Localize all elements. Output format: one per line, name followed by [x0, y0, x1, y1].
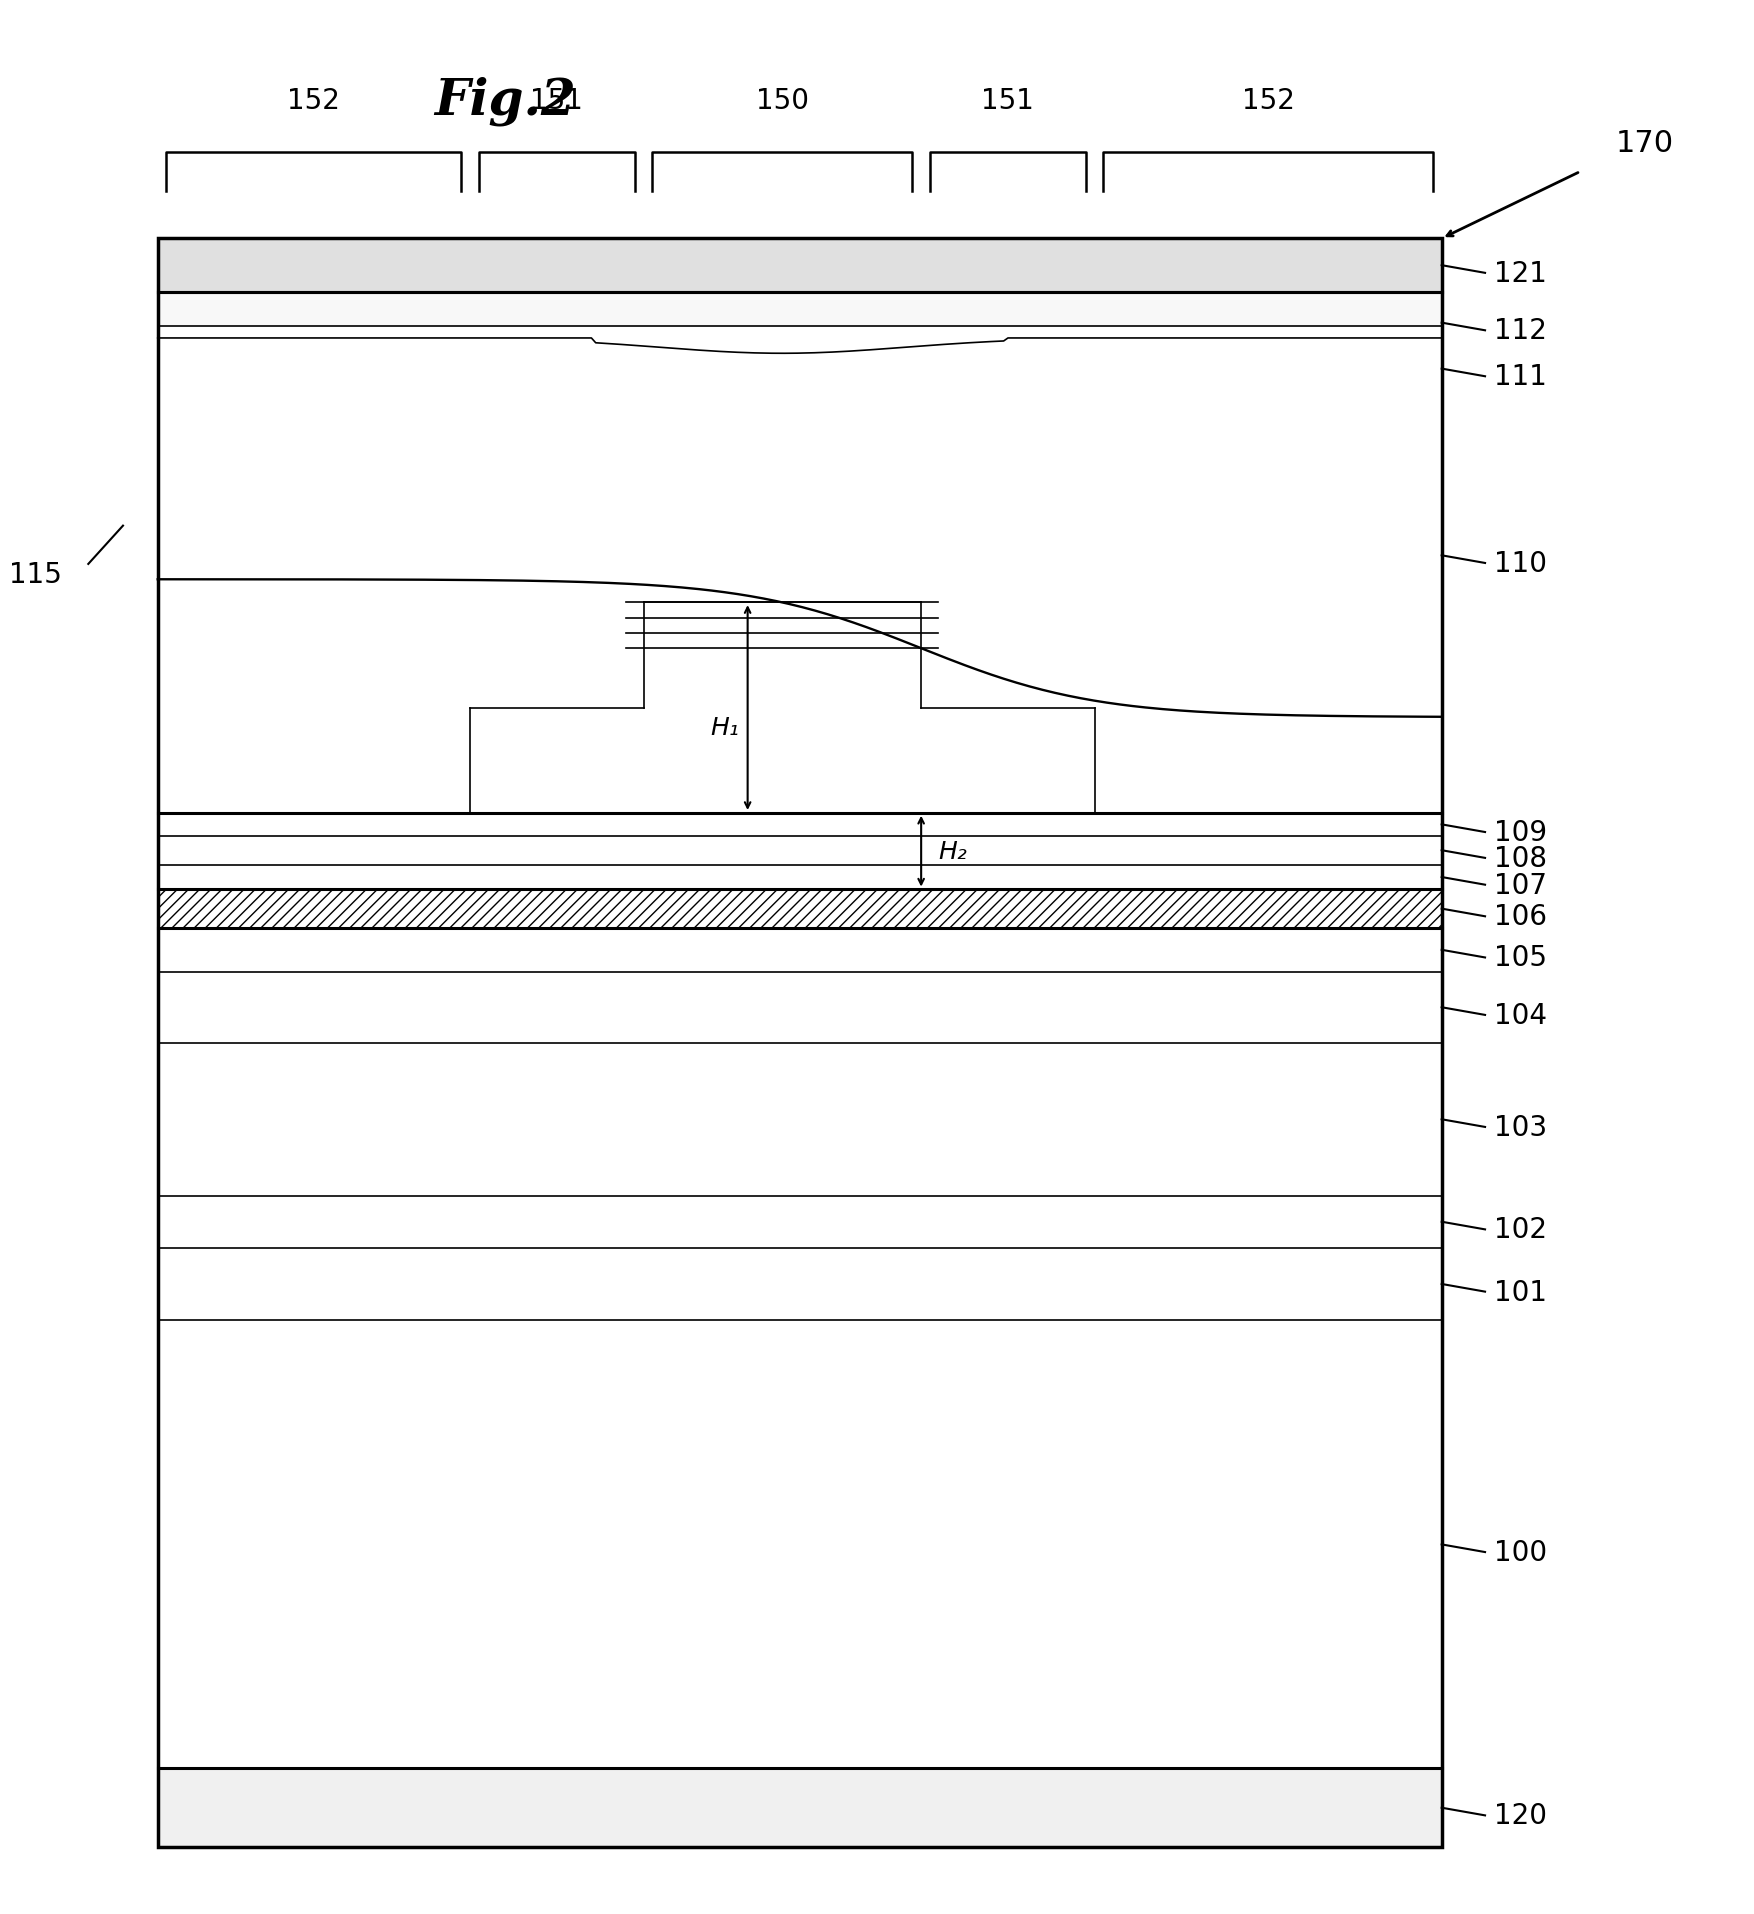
Bar	[158, 293, 1442, 327]
Polygon shape	[470, 603, 1094, 813]
Text: 105: 105	[1494, 944, 1547, 972]
Bar	[158, 239, 1442, 813]
Text: 152: 152	[288, 86, 340, 115]
Bar	[158, 1043, 1442, 1196]
Bar	[158, 1196, 1442, 1248]
Bar	[158, 928, 1442, 972]
Text: 103: 103	[1494, 1114, 1547, 1141]
Bar	[158, 890, 1442, 928]
Text: 115: 115	[9, 561, 63, 588]
Text: 107: 107	[1494, 871, 1547, 900]
Text: 121: 121	[1494, 260, 1547, 287]
Text: 150: 150	[756, 86, 809, 115]
Text: 108: 108	[1494, 844, 1547, 873]
Bar	[158, 1321, 1442, 1769]
Bar	[158, 239, 1442, 1847]
Text: H₂: H₂	[938, 840, 966, 863]
Text: 170: 170	[1615, 128, 1673, 159]
Text: H₁: H₁	[710, 716, 738, 739]
Text: 111: 111	[1494, 364, 1547, 390]
Text: 101: 101	[1494, 1279, 1547, 1305]
Text: 151: 151	[530, 86, 584, 115]
Bar	[158, 972, 1442, 1043]
Bar	[158, 239, 1442, 293]
Bar	[158, 813, 1442, 836]
Text: 112: 112	[1494, 318, 1547, 345]
Bar	[158, 890, 1442, 928]
Bar	[158, 836, 1442, 865]
Bar	[158, 1248, 1442, 1321]
Text: 106: 106	[1494, 903, 1547, 930]
Text: 110: 110	[1494, 549, 1547, 578]
Bar	[158, 865, 1442, 890]
Bar	[158, 1769, 1442, 1847]
Text: Fig.2: Fig.2	[433, 77, 575, 126]
Text: 102: 102	[1494, 1215, 1547, 1244]
Text: 109: 109	[1494, 819, 1547, 846]
Text: 104: 104	[1494, 1001, 1547, 1030]
Text: 120: 120	[1494, 1801, 1547, 1830]
Text: 151: 151	[982, 86, 1035, 115]
Text: 100: 100	[1494, 1539, 1547, 1566]
Text: 152: 152	[1242, 86, 1294, 115]
